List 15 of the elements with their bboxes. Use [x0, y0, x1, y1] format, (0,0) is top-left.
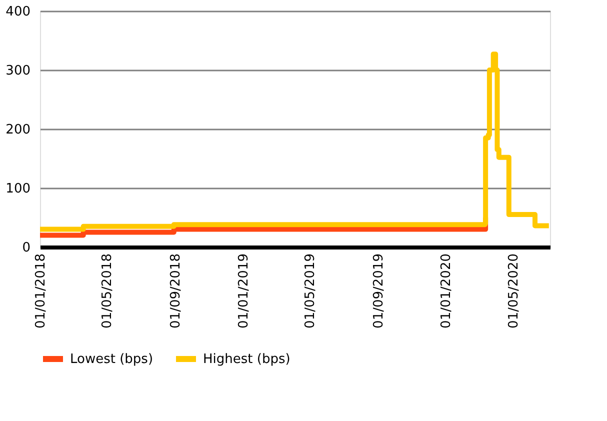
x-tick-label: 01/09/2018: [168, 254, 184, 328]
y-tick-label: 400: [6, 4, 30, 20]
y-tick-label: 200: [6, 122, 30, 138]
x-tick-label: 01/01/2020: [439, 254, 454, 328]
x-tick-label: 01/05/2018: [100, 254, 116, 328]
y-tick-label: 0: [22, 240, 30, 256]
legend-label: Highest (bps): [203, 352, 290, 367]
y-tick-label: 300: [6, 64, 30, 78]
legend-label: Lowest (bps): [70, 352, 154, 367]
x-tick-label: 01/05/2020: [506, 254, 522, 328]
x-tick-label: 01/01/2019: [236, 254, 252, 328]
x-tick-label: 01/05/2019: [302, 254, 318, 328]
y-tick-label: 100: [6, 182, 30, 196]
x-tick-label: 01/09/2019: [371, 254, 386, 328]
x-tick-label: 01/01/2018: [34, 254, 48, 328]
